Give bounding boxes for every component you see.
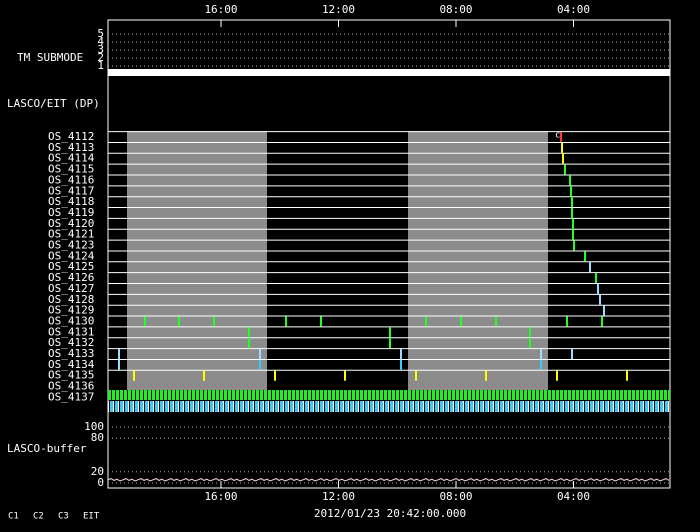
row-label: OS_4112 [48,130,94,143]
top-tick-label: 16:00 [204,3,237,16]
buffer-tick-label: 0 [97,476,104,489]
row-label: OS_4128 [48,293,94,306]
buffer-trace [107,478,670,482]
row-label: OS_4133 [48,347,94,360]
timestamp: 2012/01/23 20:42:00.000 [314,507,466,520]
plot-frame [107,19,671,489]
level-label: 2 [97,51,104,64]
buffer-tick-label: 80 [91,431,104,444]
legend-entry: C1 [8,512,19,522]
legend-entry: C2 [33,512,44,522]
submode-label: TM SUBMODE [17,51,83,64]
row-label: OS_4129 [48,304,94,317]
submode-bar [108,69,670,76]
top-tick-label: 12:00 [322,3,355,16]
row-label: OS_4126 [48,271,94,284]
level-label: 5 [97,27,104,40]
legend-entry: EIT [83,512,100,522]
row-label: OS_4119 [48,206,94,219]
level-label: 4 [97,35,104,48]
row-label: OS_4121 [48,228,94,241]
buffer-tick-label: 20 [91,465,104,478]
row-label: OS_4127 [48,282,94,295]
top-tick-label: 04:00 [557,3,590,16]
top-tick-label: 08:00 [439,3,472,16]
buffer-label: LASCO-buffer [7,442,87,455]
marker: c [555,131,560,141]
row-label: OS_4137 [48,390,94,403]
bottom-tick-label: 12:00 [322,490,355,503]
shade [127,131,267,390]
bottom-tick-label: 04:00 [557,490,590,503]
row-label: OS_4114 [48,152,95,165]
row-label: OS_4116 [48,173,94,186]
row-label: OS_4130 [48,314,94,327]
lasco-label: LASCO/EIT (DP) [7,97,100,110]
buffer-tick-label: 100 [84,420,104,433]
legend-entry: C3 [58,512,69,522]
row-label: OS_4124 [48,249,95,262]
row-label: OS_4134 [48,358,95,371]
bottom-tick-label: 08:00 [439,490,472,503]
row-label: OS_4131 [48,325,94,338]
row-label: OS_4120 [48,217,94,230]
os4137-band [108,401,670,412]
os4136-band [108,390,670,400]
row-label: OS_4125 [48,260,94,273]
row-label: OS_4113 [48,141,94,154]
level-label: 3 [97,43,104,56]
row-label: OS_4117 [48,184,94,197]
row-label: OS_4136 [48,380,94,393]
shade [408,131,548,390]
row-label: OS_4123 [48,239,94,252]
bottom-tick-label: 16:00 [204,490,237,503]
row-label: OS_4115 [48,163,94,176]
row-label: OS_4118 [48,195,94,208]
level-label: 1 [97,59,104,72]
row-label: OS_4132 [48,336,94,349]
row-label: OS_4135 [48,369,94,382]
